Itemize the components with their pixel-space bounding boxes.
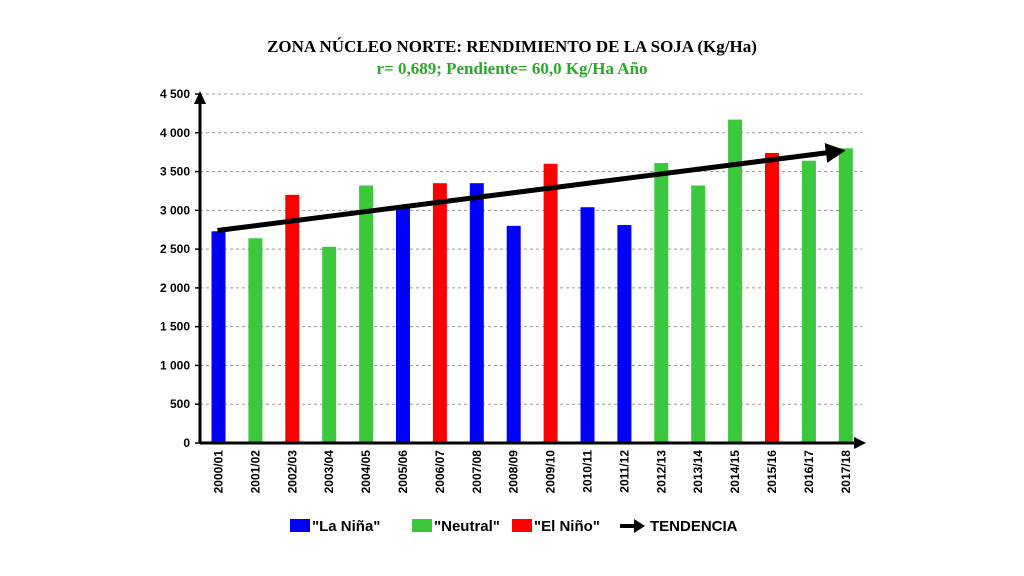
- bar: [432, 183, 447, 443]
- x-axis-arrow: [854, 437, 866, 449]
- bar: [285, 194, 300, 443]
- bar: [506, 225, 521, 443]
- bar: [580, 207, 595, 443]
- bar: [248, 238, 263, 443]
- x-tick-label: 2008/09: [507, 450, 521, 494]
- y-tick-label: 4 000: [160, 126, 190, 140]
- legend-label: "Neutral": [434, 518, 500, 535]
- y-tick-label: 2 000: [160, 281, 190, 295]
- x-tick-label: 2006/07: [433, 450, 447, 494]
- y-tick-label: 4 500: [160, 87, 190, 101]
- trend-arrow: [217, 142, 846, 233]
- x-tick-label: 2007/08: [470, 450, 484, 494]
- y-tick-label: 1 000: [160, 358, 190, 372]
- x-tick-label: 2009/10: [544, 450, 558, 494]
- axes: [194, 91, 866, 449]
- x-tick-label: 2013/14: [691, 450, 705, 494]
- bar: [322, 246, 337, 443]
- legend-trend-arrow: [634, 519, 645, 533]
- bar: [469, 183, 484, 443]
- y-tick-label: 500: [170, 397, 190, 411]
- legend-swatch: [512, 519, 532, 532]
- x-tick-label: 2000/01: [212, 450, 226, 494]
- legend-swatch: [412, 519, 432, 532]
- x-tick-label: 2001/02: [248, 450, 262, 494]
- bar: [211, 231, 226, 443]
- y-tick-label: 3 500: [160, 165, 190, 179]
- bar: [654, 163, 669, 443]
- y-tick-label: 3 000: [160, 203, 190, 217]
- bar: [617, 225, 632, 443]
- x-tick-label: 2016/17: [802, 450, 816, 494]
- bar: [801, 160, 816, 443]
- y-tick-label: 2 500: [160, 242, 190, 256]
- bar: [765, 152, 779, 444]
- x-tick-label: 2015/16: [765, 450, 779, 494]
- bar: [691, 185, 706, 443]
- gridlines: [200, 93, 862, 405]
- legend-label: TENDENCIA: [650, 518, 738, 535]
- bar: [396, 207, 410, 443]
- legend-label: "El Niño": [534, 518, 600, 535]
- bar: [838, 148, 853, 444]
- bar: [359, 185, 374, 443]
- legend: "La Niña" "Neutral" "El Niño" TENDENCIA: [290, 518, 738, 535]
- x-tick-label: 2011/12: [617, 450, 631, 493]
- x-tick-label: 2005/06: [396, 450, 410, 494]
- y-axis-ticks: 0 500 1 000 1 500 2 000 2 500 3 000 3 500 4 000 4…: [160, 87, 200, 450]
- x-tick-label: 2014/15: [728, 450, 742, 494]
- bar: [543, 163, 558, 444]
- legend-label: "La Niña": [312, 518, 380, 535]
- x-tick-label: 2017/18: [839, 450, 853, 494]
- x-tick-label: 2012/13: [654, 450, 668, 494]
- y-tick-label: 1 500: [160, 320, 190, 334]
- x-tick-label: 2003/04: [322, 450, 336, 494]
- bar: [728, 119, 743, 444]
- trend-line: [217, 142, 846, 233]
- chart-subtitle: r= 0,689; Pendiente= 60,0 Kg/Ha Año: [376, 59, 647, 78]
- x-tick-label: 2004/05: [359, 450, 373, 494]
- y-tick-label: 0: [183, 436, 190, 450]
- bars: [211, 119, 853, 444]
- legend-swatch: [290, 519, 310, 532]
- x-tick-label: 2002/03: [285, 450, 299, 494]
- x-tick-label: 2010/11: [581, 450, 595, 493]
- chart-title: ZONA NÚCLEO NORTE: RENDIMIENTO DE LA SOJ…: [267, 37, 757, 56]
- y-axis-arrow: [194, 91, 206, 104]
- x-axis-ticks: 2000/01 2001/02 2002/03 2003/04 2004/05 2005/…: [212, 450, 853, 494]
